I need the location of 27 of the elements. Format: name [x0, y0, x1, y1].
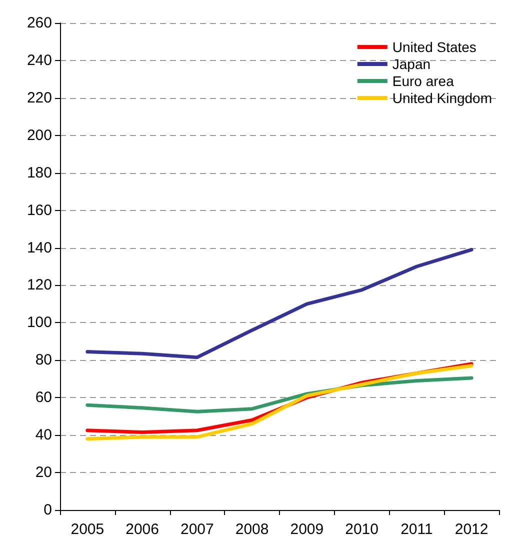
- y-tick-label: 200: [26, 126, 52, 144]
- y-tick-label: 60: [35, 389, 52, 406]
- legend-label: Japan: [392, 56, 431, 72]
- x-tick-label: 2012: [454, 521, 488, 538]
- y-tick-label: 100: [26, 314, 52, 332]
- y-tick-label: 220: [26, 89, 52, 106]
- x-tick-label: 2009: [290, 521, 324, 538]
- y-tick-label: 140: [26, 239, 52, 256]
- x-tick-label: 2011: [400, 521, 433, 538]
- y-tick-label: 80: [35, 352, 52, 369]
- x-tick-label: 2010: [345, 521, 378, 538]
- x-tick-label: 2007: [180, 521, 214, 538]
- y-tick-label: 260: [26, 14, 52, 32]
- legend-label: United Kingdom: [392, 90, 492, 106]
- legend-label: Euro area: [392, 73, 454, 89]
- y-tick-label: 40: [35, 426, 52, 444]
- y-tick-label: 240: [26, 52, 52, 69]
- x-tick-label: 2005: [70, 521, 104, 538]
- x-tick-label: 2008: [235, 521, 269, 538]
- y-tick-label: 120: [26, 276, 52, 294]
- y-tick-label: 180: [26, 164, 52, 182]
- y-tick-label: 160: [26, 202, 52, 219]
- y-tick-label: 20: [35, 464, 52, 482]
- y-tick-label: 0: [44, 502, 52, 518]
- legend-label: United States: [392, 39, 476, 55]
- line-series: [86, 248, 474, 360]
- x-tick-label: 2006: [126, 521, 159, 538]
